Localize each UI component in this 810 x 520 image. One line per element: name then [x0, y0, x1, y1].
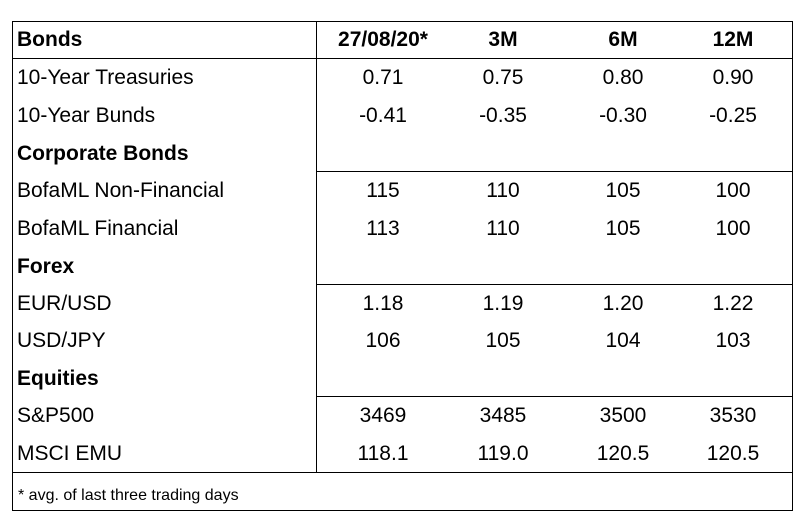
- row-label: BofaML Financial: [17, 217, 179, 240]
- row-label: EUR/USD: [17, 292, 112, 315]
- table-row: S&P500 3469 3485 3500 3530: [12, 397, 793, 435]
- cell-value: 0.75: [482, 66, 524, 89]
- cell-value: -0.41: [359, 104, 407, 127]
- section-divider: [316, 396, 793, 397]
- cell-value: 3469: [359, 404, 407, 427]
- cell-value: 3485: [479, 404, 527, 427]
- cell-value: -0.30: [599, 104, 647, 127]
- cell-value: 100: [715, 179, 751, 202]
- table-row: 10-Year Bunds -0.41 -0.35 -0.30 -0.25: [12, 97, 793, 135]
- cell-value: 3530: [709, 404, 757, 427]
- header-divider: [12, 58, 793, 59]
- table-row: EUR/USD 1.18 1.19 1.20 1.22: [12, 285, 793, 323]
- table-row: MSCI EMU 118.1 119.0 120.5 120.5: [12, 435, 793, 473]
- cell-value: 119.0: [477, 442, 529, 465]
- cell-value: 3500: [599, 404, 647, 427]
- cell-value: 104: [605, 329, 641, 352]
- table-row: BofaML Non-Financial 115 110 105 100: [12, 172, 793, 210]
- section-header-row: Forex: [12, 248, 793, 286]
- section-title: Forex: [17, 255, 75, 278]
- cell-value: 1.20: [602, 292, 644, 315]
- header-col-date: 27/08/20*: [338, 28, 428, 51]
- table-bottom-divider: [12, 472, 793, 473]
- section-header-row: Corporate Bonds: [12, 135, 793, 173]
- cell-value: 0.80: [602, 66, 644, 89]
- cell-value: -0.35: [479, 104, 527, 127]
- cell-value: 120.5: [706, 442, 760, 465]
- section-divider: [316, 171, 793, 172]
- table-row: USD/JPY 106 105 104 103: [12, 322, 793, 360]
- section-title: Equities: [17, 367, 99, 390]
- cell-value: 1.19: [482, 292, 524, 315]
- table-header-row: Bonds 27/08/20* 3M 6M 12M: [12, 21, 793, 59]
- cell-value: 110: [486, 179, 520, 202]
- cell-value: 120.5: [596, 442, 650, 465]
- cell-value: 105: [485, 329, 521, 352]
- cell-value: 1.22: [712, 292, 754, 315]
- row-label: MSCI EMU: [17, 442, 122, 465]
- cell-value: 100: [715, 217, 751, 240]
- cell-value: 118.1: [357, 442, 409, 465]
- forecast-table: [12, 21, 793, 511]
- table-row: BofaML Financial 113 110 105 100: [12, 210, 793, 248]
- cell-value: 0.90: [712, 66, 754, 89]
- cell-value: 1.18: [362, 292, 404, 315]
- cell-value: 115: [366, 179, 400, 202]
- cell-value: 113: [366, 217, 400, 240]
- cell-value: 103: [715, 329, 751, 352]
- cell-value: 106: [365, 329, 401, 352]
- cell-value: 105: [605, 179, 641, 202]
- row-label: 10-Year Treasuries: [17, 66, 194, 89]
- section-title: Corporate Bonds: [17, 142, 189, 165]
- header-col-6m: 6M: [608, 28, 638, 51]
- footnote: * avg. of last three trading days: [18, 487, 239, 504]
- row-label: S&P500: [17, 404, 95, 427]
- row-label: BofaML Non-Financial: [17, 179, 224, 202]
- cell-value: 105: [605, 217, 641, 240]
- label-column-divider: [316, 21, 317, 473]
- row-label: 10-Year Bunds: [17, 104, 156, 127]
- cell-value: 0.71: [362, 66, 404, 89]
- row-label: USD/JPY: [17, 329, 106, 352]
- section-divider: [316, 284, 793, 285]
- cell-value: -0.25: [709, 104, 757, 127]
- header-col-12m: 12M: [712, 28, 754, 51]
- header-col-3m: 3M: [488, 28, 518, 51]
- section-header-row: Equities: [12, 360, 793, 398]
- header-title: Bonds: [17, 28, 83, 51]
- table-row: 10-Year Treasuries 0.71 0.75 0.80 0.90: [12, 59, 793, 97]
- cell-value: 110: [486, 217, 520, 240]
